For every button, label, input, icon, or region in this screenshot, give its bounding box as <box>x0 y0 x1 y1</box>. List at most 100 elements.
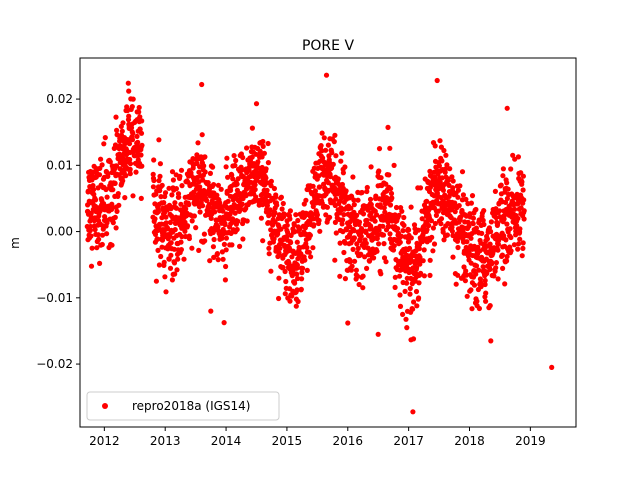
data-point <box>293 303 299 309</box>
data-point <box>414 265 420 271</box>
data-point <box>389 195 395 201</box>
data-point <box>463 272 470 278</box>
data-point <box>388 186 394 192</box>
data-point <box>151 177 157 184</box>
data-point <box>438 216 445 222</box>
data-point <box>458 214 464 220</box>
data-point <box>343 227 349 233</box>
data-point <box>376 241 382 247</box>
data-point <box>504 221 510 227</box>
data-point <box>518 170 524 176</box>
data-point <box>127 161 134 167</box>
data-point <box>281 211 287 217</box>
data-point <box>114 208 120 214</box>
data-point <box>162 274 168 280</box>
data-point <box>429 234 435 240</box>
data-point <box>504 253 510 260</box>
data-point <box>163 220 169 226</box>
data-point <box>444 232 450 238</box>
data-point <box>502 281 508 287</box>
data-point <box>390 247 397 253</box>
data-point <box>279 206 285 212</box>
data-point <box>482 277 488 284</box>
data-point <box>312 188 318 194</box>
data-point <box>171 246 177 252</box>
data-point <box>404 280 410 286</box>
axis-ticks: 2012 2013 2014 2015 2016 2017 2018 2019 −0.02 −0.… <box>36 92 545 448</box>
data-point <box>244 218 250 224</box>
data-point <box>364 184 370 191</box>
data-point <box>134 133 140 139</box>
data-point <box>461 264 467 270</box>
data-point <box>308 254 314 260</box>
data-point <box>120 120 126 126</box>
data-point <box>473 225 479 231</box>
data-point <box>295 275 301 282</box>
data-point <box>202 169 208 175</box>
data-point <box>214 251 220 257</box>
data-point <box>202 154 208 160</box>
data-point <box>164 226 171 232</box>
data-point <box>421 273 427 279</box>
data-point <box>302 257 308 263</box>
data-point <box>450 254 456 260</box>
data-point <box>104 220 110 226</box>
data-point <box>508 234 514 241</box>
data-point <box>298 286 304 292</box>
data-point <box>268 178 274 184</box>
data-point <box>355 197 361 203</box>
chart-title: PORE V <box>302 38 354 54</box>
data-point <box>343 188 349 194</box>
data-point <box>156 262 162 268</box>
data-point <box>220 256 226 262</box>
data-point <box>510 152 516 158</box>
data-point <box>378 271 384 277</box>
data-point <box>432 143 438 149</box>
data-point <box>113 114 119 120</box>
data-point <box>238 206 244 212</box>
data-point <box>314 212 320 218</box>
data-point <box>138 152 144 158</box>
data-point <box>469 306 475 312</box>
data-point <box>107 159 113 165</box>
data-point <box>96 172 103 178</box>
data-point <box>95 232 101 238</box>
data-point <box>337 240 343 246</box>
data-point <box>268 268 274 274</box>
data-point <box>189 245 195 251</box>
data-point <box>505 186 511 192</box>
data-point <box>271 185 277 192</box>
data-point <box>449 228 455 234</box>
data-point <box>150 184 156 190</box>
data-point <box>283 278 289 285</box>
data-point <box>468 235 474 241</box>
data-point <box>500 173 506 179</box>
data-point <box>156 178 162 184</box>
data-point <box>483 298 489 304</box>
data-point <box>310 245 316 251</box>
data-point <box>292 280 298 286</box>
data-point <box>464 293 470 299</box>
data-point <box>395 226 401 232</box>
data-point <box>208 308 214 314</box>
data-point <box>253 194 259 200</box>
data-point <box>495 247 501 253</box>
data-point <box>126 88 132 94</box>
data-point <box>339 221 345 227</box>
data-point <box>487 266 493 272</box>
data-point <box>130 96 136 102</box>
data-point <box>307 232 313 238</box>
data-point <box>300 265 306 271</box>
data-point <box>359 226 365 232</box>
data-point <box>294 287 300 293</box>
data-point <box>240 236 246 242</box>
data-point <box>223 235 229 241</box>
data-point <box>397 239 403 245</box>
data-point <box>223 164 229 170</box>
data-point <box>405 239 412 245</box>
x-tick-label: 2016 <box>333 434 364 448</box>
data-point <box>434 77 440 84</box>
data-point <box>215 224 221 230</box>
data-point <box>397 292 403 298</box>
data-point <box>445 177 451 183</box>
